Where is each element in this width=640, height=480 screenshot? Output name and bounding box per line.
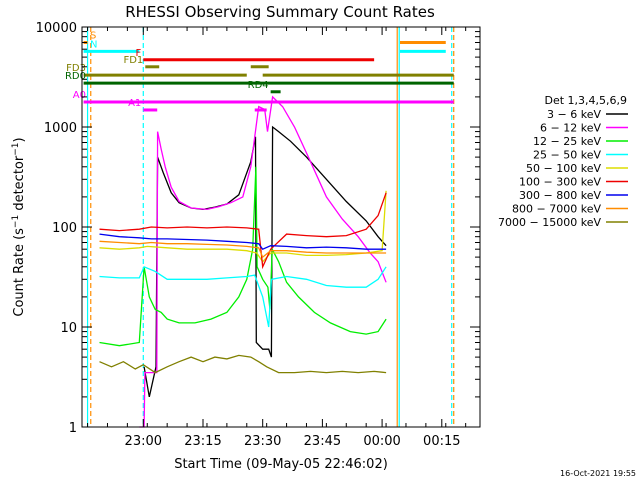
legend-entry-100-300-kev: 100 − 300 keV bbox=[519, 176, 628, 189]
x-tick-label-23-30: 23:30 bbox=[244, 434, 281, 449]
footer-timestamp: 16-Oct-2021 19:55 bbox=[560, 469, 636, 478]
legend-entry-12-25-kev: 12 − 25 keV bbox=[533, 135, 628, 148]
legend-label: 25 − 50 keV bbox=[533, 149, 601, 162]
x-tick-label-23-15: 23:15 bbox=[184, 434, 221, 449]
series-line-800-7000-kev bbox=[99, 240, 387, 259]
series-line-25-50-kev bbox=[99, 265, 387, 328]
legend-label: 6 − 12 keV bbox=[540, 122, 601, 135]
series-line-12-25-kev bbox=[99, 166, 387, 347]
legend-label: 800 − 7000 keV bbox=[512, 203, 601, 216]
series-line-300-800-kev bbox=[99, 233, 387, 251]
x-axis-label: Start Time (09-May-05 22:46:02) bbox=[174, 457, 388, 472]
flag-label-rd4: RD4 bbox=[248, 80, 269, 91]
flag-label-rd0: RD0 bbox=[65, 71, 86, 82]
legend-label: 3 − 6 keV bbox=[547, 108, 601, 121]
flag-label-a1: A1 bbox=[128, 98, 141, 109]
y-tick-label-10: 10 bbox=[60, 321, 77, 336]
y-label-end: ) bbox=[12, 137, 27, 142]
legend-entry-50-100-kev: 50 − 100 keV bbox=[526, 162, 628, 175]
series-line-100-300-kev bbox=[99, 192, 387, 270]
flag-label-a0: A0 bbox=[73, 90, 86, 101]
legend-entry-7000-15000-kev: 7000 − 15000 keV bbox=[498, 216, 628, 229]
x-tick-label-23-45: 23:45 bbox=[304, 434, 341, 449]
y-label-mid: detector bbox=[12, 155, 27, 215]
y-tick-label-1000: 1000 bbox=[44, 121, 77, 136]
legend-label: 50 − 100 keV bbox=[526, 162, 601, 175]
y-tick-label-10000: 10000 bbox=[36, 21, 77, 36]
series-line-50-100-kev bbox=[99, 190, 387, 263]
flag-label-fd1: FD1 bbox=[123, 55, 143, 66]
plot-frame bbox=[81, 26, 481, 428]
legend-label: 100 − 300 keV bbox=[519, 176, 601, 189]
y-label-sup-1: −1 bbox=[11, 215, 21, 228]
y-axis-label: Count Rate (s−1 detector−1) bbox=[11, 137, 27, 316]
chart-title: RHESSI Observing Summary Count Rates bbox=[125, 3, 435, 21]
legend-label: 12 − 25 keV bbox=[533, 135, 601, 148]
legend-entry-6-12-kev: 6 − 12 keV bbox=[540, 122, 628, 135]
x-tick-label-23-00: 23:00 bbox=[125, 434, 162, 449]
x-axis: 23:00 23:15 23:30 23:45 00:00 00:15 bbox=[87, 27, 467, 449]
flag-label-s: S bbox=[90, 30, 96, 41]
legend-label: 300 − 800 keV bbox=[519, 189, 601, 202]
flag-label-f: F bbox=[136, 48, 142, 59]
legend-label: 7000 − 15000 keV bbox=[498, 216, 601, 229]
y-tick-label-100: 100 bbox=[52, 221, 77, 236]
x-tick-label-00-00: 00:00 bbox=[363, 434, 400, 449]
flag-label-fd3: FD3 bbox=[66, 63, 86, 74]
legend-entry-25-50-kev: 25 − 50 keV bbox=[533, 149, 628, 162]
y-label-sup-2: −1 bbox=[11, 142, 21, 155]
legend-entry-300-800-kev: 300 − 800 keV bbox=[519, 189, 628, 202]
y-axis: 1 10 100 1000 10000 bbox=[36, 21, 480, 436]
legend-entry-3-6-kev: 3 − 6 keV bbox=[547, 108, 628, 121]
flag-label-n: N bbox=[90, 39, 97, 50]
x-tick-label-00-15: 00:15 bbox=[423, 434, 460, 449]
y-tick-label-1: 1 bbox=[69, 421, 77, 436]
series-line-6-12-kev bbox=[139, 95, 387, 428]
y-label-main: Count Rate (s bbox=[12, 228, 27, 317]
legend-entry-800-7000-kev: 800 − 7000 keV bbox=[512, 203, 628, 216]
series-line-7000-15000-kev bbox=[99, 354, 387, 374]
legend-title: Det 1,3,4,5,6,9 bbox=[544, 94, 627, 107]
